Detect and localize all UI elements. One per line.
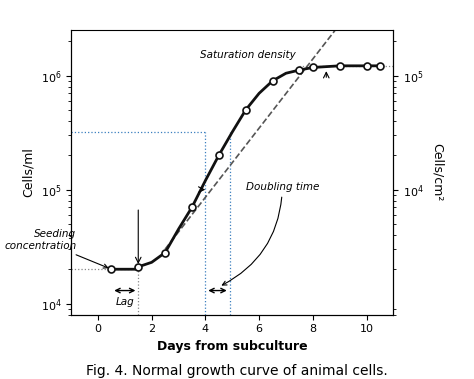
Text: Saturation density: Saturation density [200,50,296,60]
Text: Lag: Lag [116,297,134,307]
Y-axis label: Cells/ml: Cells/ml [22,147,35,197]
Text: Seeding
concentration: Seeding concentration [4,229,108,268]
Text: Fig. 4. Normal growth curve of animal cells.: Fig. 4. Normal growth curve of animal ce… [86,364,388,378]
Text: Doubling time: Doubling time [222,182,319,285]
X-axis label: Days from subculture: Days from subculture [157,340,308,353]
Y-axis label: Cells/cm²: Cells/cm² [430,143,443,202]
